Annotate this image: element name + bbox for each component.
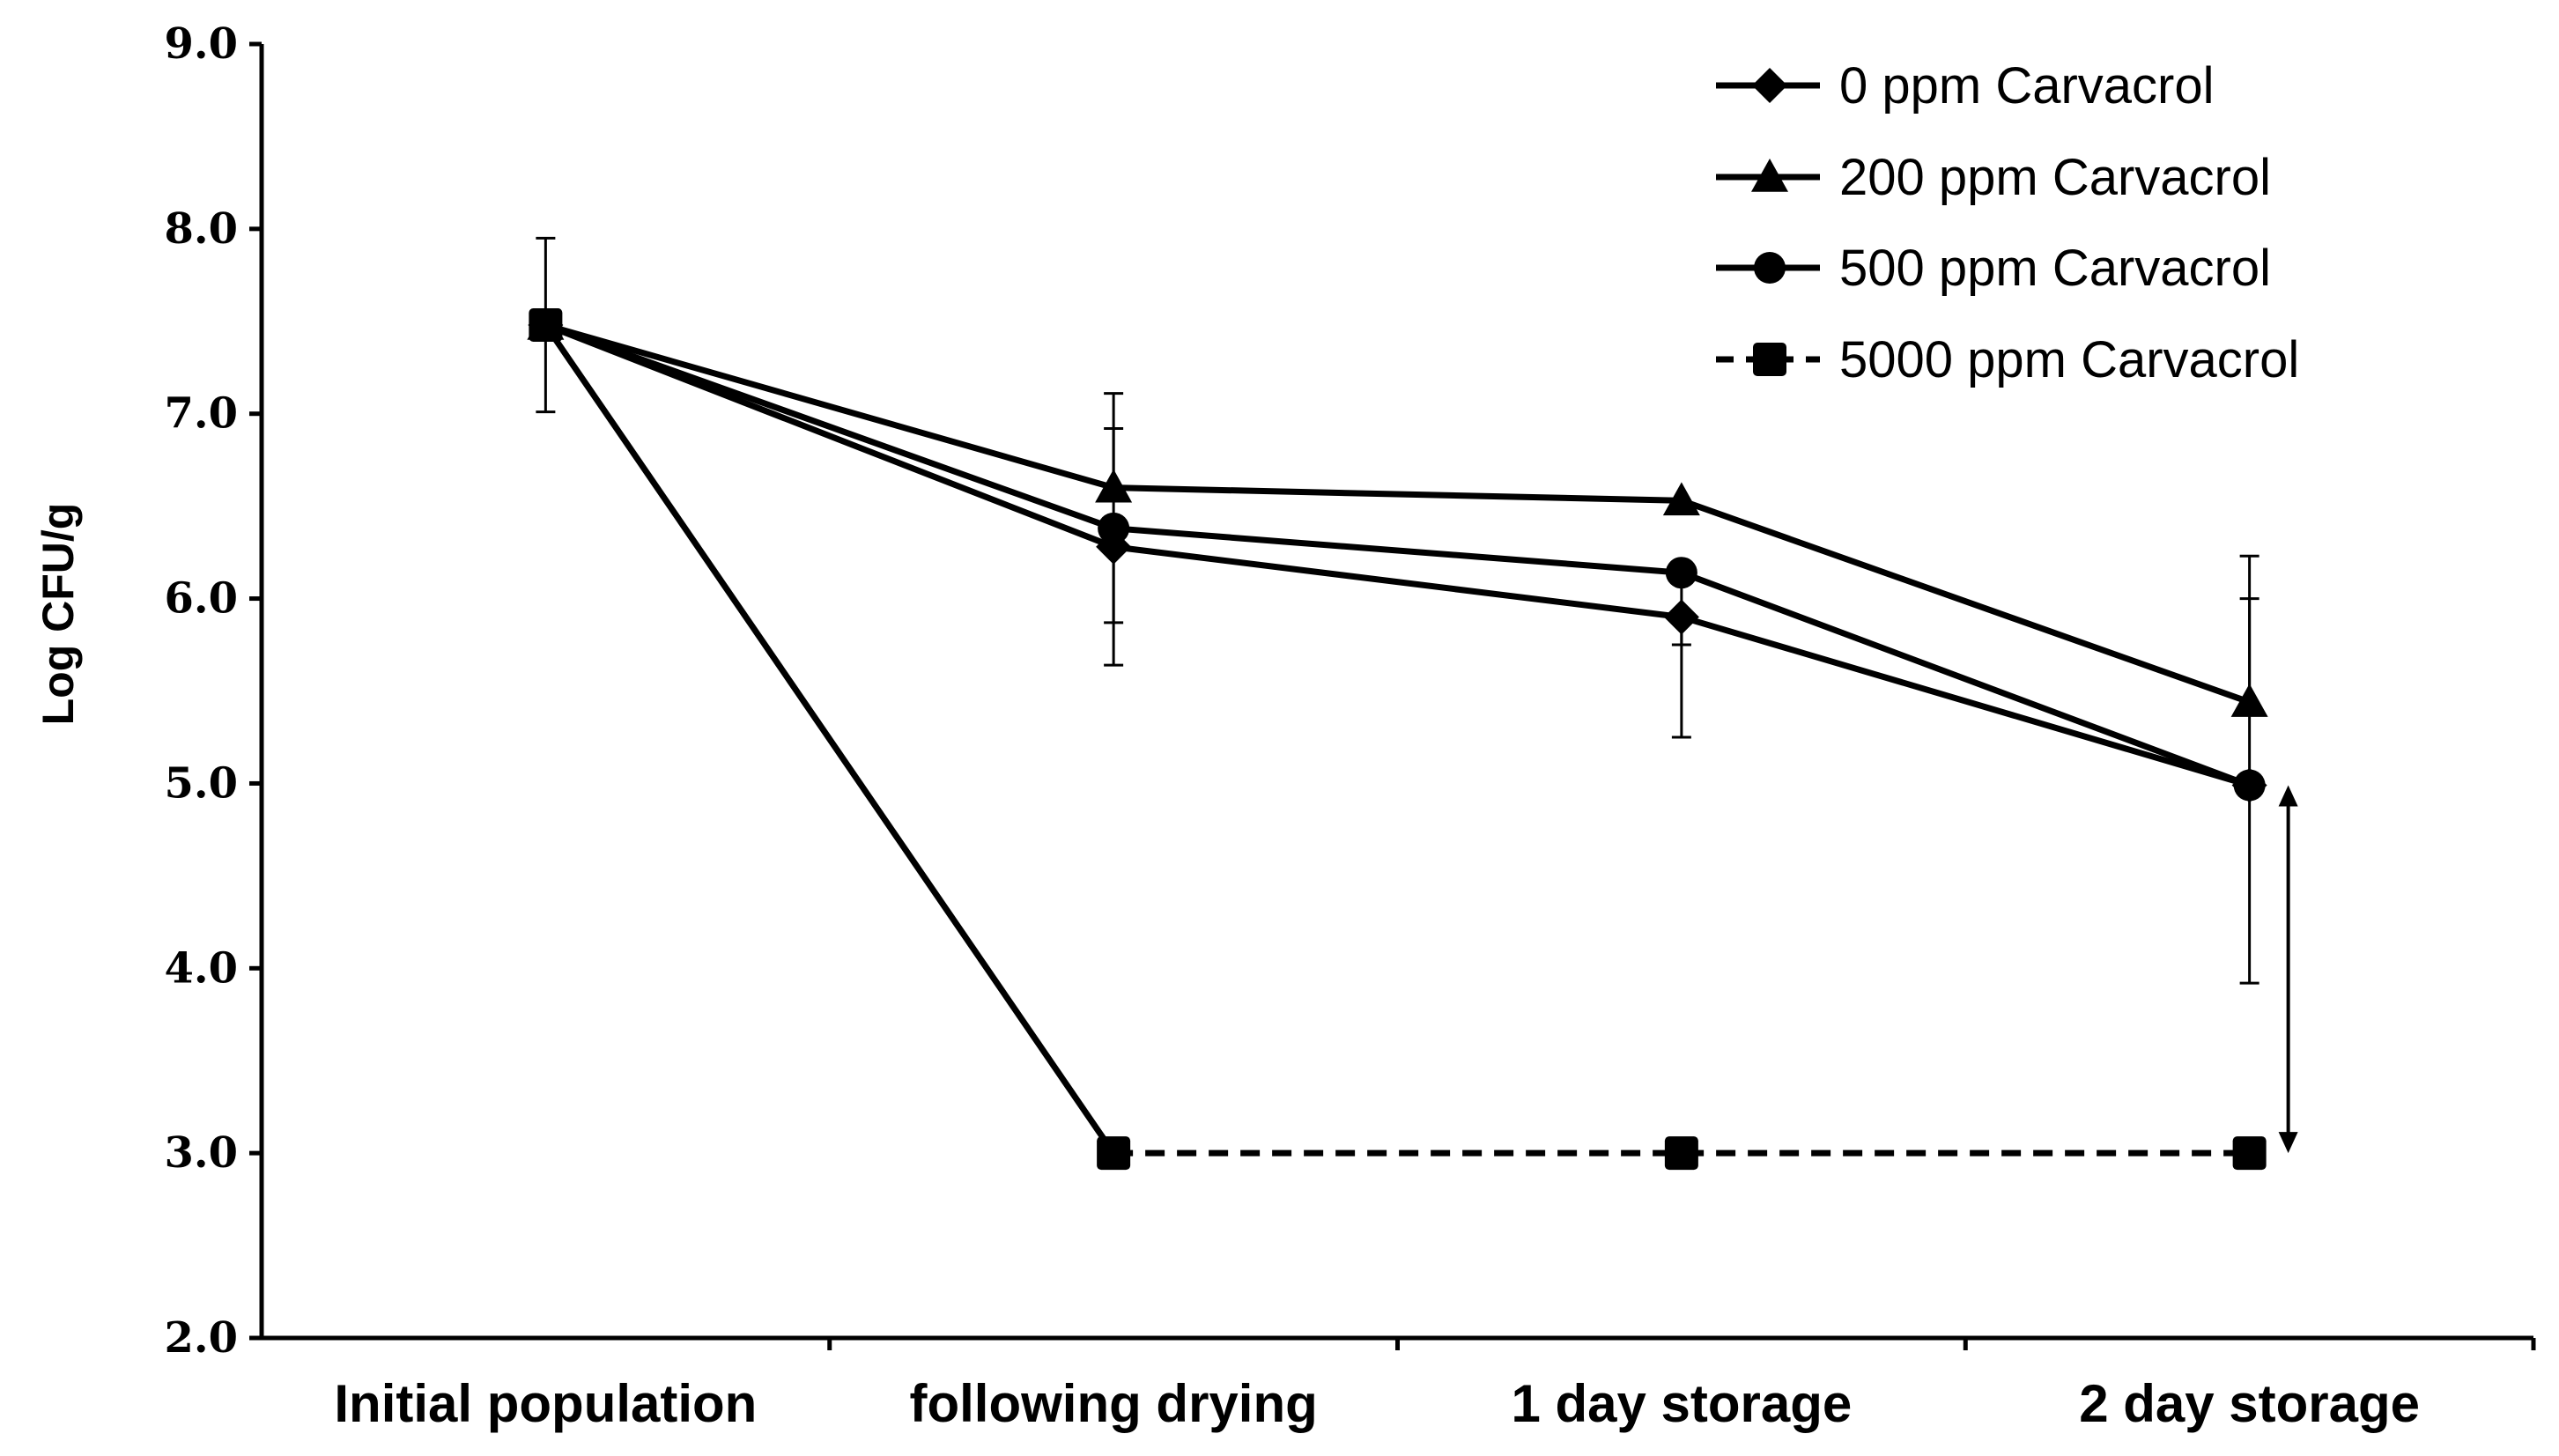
y-tick-labels: 2.0 3.0 4.0 5.0 6.0 7.0 8.0 9.0: [164, 19, 238, 1363]
data-point-square: [1097, 1136, 1131, 1171]
legend-marker-square: [1753, 343, 1786, 376]
data-point-circle: [1098, 512, 1130, 544]
legend-marker-diamond: [1752, 68, 1787, 103]
series-line-0-ppm: [544, 322, 2251, 788]
y-axis-label: Log CFU/g: [33, 503, 83, 726]
y-tick-label: 2.0: [164, 1313, 238, 1363]
data-point-square: [2232, 1136, 2267, 1171]
data-point-triangle: [1095, 469, 1133, 503]
data-point-circle: [2233, 769, 2266, 802]
data-point-square: [1664, 1136, 1698, 1171]
x-tick-label: Initial population: [334, 1374, 757, 1433]
x-tick-label: 2 day storage: [2079, 1374, 2420, 1433]
legend-item: 500 ppm Carvacrol: [1716, 240, 2271, 297]
x-tick-label: 1 day storage: [1511, 1374, 1852, 1433]
y-tick-label: 5.0: [164, 758, 238, 808]
legend-item: 0 ppm Carvacrol: [1716, 57, 2214, 115]
legend-label: 200 ppm Carvacrol: [1839, 149, 2271, 206]
y-tick-label: 6.0: [164, 574, 238, 624]
x-tick-label: following drying: [909, 1374, 1317, 1433]
data-point-triangle: [2230, 684, 2268, 717]
y-tick-label: 9.0: [164, 19, 238, 69]
data-point-triangle: [1662, 482, 1700, 516]
data-point-square: [529, 307, 563, 342]
legend: 0 ppm Carvacrol 200 ppm Carvacrol 500 ppm …: [1716, 57, 2299, 388]
legend-label: 5000 ppm Carvacrol: [1839, 331, 2299, 388]
series-lines: [543, 322, 2251, 1157]
legend-item: 5000 ppm Carvacrol: [1716, 331, 2299, 388]
series-line-5000-ppm-solid: [543, 323, 1117, 1156]
legend-label: 500 ppm Carvacrol: [1839, 240, 2271, 297]
series-line-500-ppm: [544, 322, 2251, 788]
data-point-circle: [1665, 557, 1697, 589]
y-tick-label: 4.0: [164, 943, 238, 993]
series-markers: [527, 306, 2268, 1171]
legend-marker-circle: [1754, 252, 1786, 284]
difference-arrow: [2278, 785, 2298, 1154]
series-line-200-ppm: [544, 322, 2251, 706]
error-bar-lower: [2239, 785, 2259, 985]
y-tick-label: 8.0: [164, 204, 238, 254]
x-tick-labels: Initial population following drying 1 day …: [334, 1374, 2420, 1433]
legend-label: 0 ppm Carvacrol: [1839, 57, 2214, 115]
arrow-head-up: [2278, 785, 2298, 807]
data-point-diamond: [1663, 599, 1699, 635]
legend-item: 200 ppm Carvacrol: [1716, 149, 2271, 206]
y-tick-label: 3.0: [164, 1128, 238, 1178]
y-tick-label: 7.0: [164, 389, 238, 439]
axes: [249, 41, 2536, 1350]
legend-marker-triangle: [1751, 159, 1788, 192]
error-bar-upper: [2239, 554, 2259, 703]
arrow-head-down: [2278, 1132, 2298, 1154]
